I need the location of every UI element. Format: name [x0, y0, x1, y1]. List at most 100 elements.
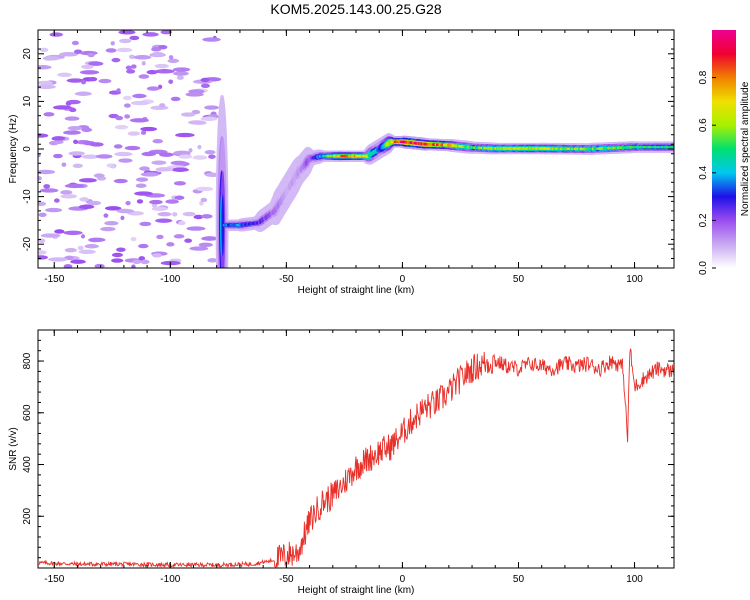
spectrogram-xtick-label: 50: [513, 274, 525, 285]
heatmap-cell: [38, 250, 47, 255]
heatmap-cell: [38, 133, 49, 138]
heatmap-cell: [71, 40, 80, 46]
heatmap-cell: [105, 48, 117, 53]
colorbar: 0.0 0.2 0.4 0.6 0.8 Normalized spectral ampl…: [698, 30, 750, 275]
snr-ylabel: SNR (v/v): [8, 427, 19, 470]
heatmap-cell: [98, 78, 112, 84]
heatmap-cell: [100, 226, 116, 232]
heatmap-cell: [154, 69, 175, 74]
heatmap-cell: [129, 35, 140, 41]
spectrogram-xtick-label: 0: [400, 274, 406, 285]
heatmap-cell: [77, 245, 84, 251]
snr-line: [38, 348, 674, 568]
snr-series: [38, 348, 674, 568]
heatmap-cell: [116, 247, 126, 252]
heatmap-cell: [156, 234, 164, 240]
heatmap-cell: [157, 211, 172, 217]
heatmap-cell: [51, 136, 66, 141]
heatmap-cell: [81, 154, 99, 159]
heatmap-cell: [151, 206, 168, 212]
heatmap-cell: [93, 173, 105, 178]
colorbar-tick-label: 0.6: [698, 118, 709, 132]
heatmap-cell: [174, 195, 185, 200]
heatmap-cell: [42, 56, 61, 61]
heatmap-cell: [134, 191, 153, 196]
heatmap-cell: [166, 242, 175, 247]
heatmap-cell: [152, 253, 162, 258]
snr-ytick-label: 600: [22, 404, 33, 421]
heatmap-cell: [199, 201, 204, 206]
heatmap-cell: [172, 71, 189, 76]
heatmap-cell: [141, 61, 146, 66]
heatmap-cell: [182, 211, 196, 217]
heatmap-cell: [170, 96, 181, 102]
heatmap-cell: [154, 63, 169, 69]
heatmap-cell: [38, 169, 56, 175]
heatmap-cell: [140, 259, 150, 265]
heatmap-cell: [81, 79, 87, 85]
heatmap-cell: [188, 148, 193, 153]
heatmap-cell: [79, 70, 100, 75]
heatmap-cell: [39, 47, 49, 53]
heatmap-cell: [180, 112, 196, 117]
snr-xlabel: Height of straight line (km): [298, 585, 415, 596]
heatmap-cell: [73, 139, 78, 145]
heatmap-cell: [64, 116, 80, 121]
heatmap-cell: [60, 194, 78, 199]
heatmap-cell: [95, 154, 113, 159]
heatmap-cell: [204, 105, 220, 110]
heatmap-cell: [84, 244, 99, 249]
heatmap-cell: [63, 264, 73, 268]
heatmap-cell: [139, 166, 150, 171]
spectrogram-ytick-label: 10: [22, 95, 33, 107]
heatmap-cell: [128, 54, 135, 60]
heatmap-cell: [54, 198, 60, 203]
heatmap-cell: [195, 186, 214, 192]
heatmap-cell: [198, 242, 213, 247]
snr-xtick-label: 0: [400, 574, 406, 585]
heatmap-cell: [138, 74, 150, 79]
spectrogram-xlabel: Height of straight line (km): [298, 285, 415, 296]
heatmap-cell: [64, 247, 77, 253]
heatmap-cell: [136, 177, 149, 182]
heatmap-cell: [110, 41, 115, 46]
colorbar-label: Normalized spectral amplitude: [740, 81, 750, 216]
heatmap-cell: [59, 52, 79, 57]
heatmap-cell: [141, 151, 157, 157]
heatmap-cell: [171, 167, 189, 172]
heatmap-cells: [38, 30, 674, 268]
snr-ytick-label: 400: [22, 456, 33, 473]
spectrogram-ytick-label: -20: [22, 237, 33, 252]
heatmap-cell: [126, 69, 136, 74]
heatmap-cell: [38, 84, 56, 90]
heatmap-cell: [67, 125, 83, 131]
colorbar-tick-label: 0.4: [698, 165, 709, 179]
heatmap-cell: [111, 252, 123, 258]
heatmap-cell: [103, 213, 109, 218]
heatmap-cell: [119, 38, 132, 44]
heatmap-cell: [155, 218, 173, 223]
heatmap-cell: [193, 214, 204, 220]
heatmap-cell: [173, 150, 191, 155]
heatmap-cell: [140, 126, 158, 132]
heatmap-cell: [87, 200, 102, 206]
heatmap-cell: [151, 160, 167, 165]
heatmap-cell: [127, 131, 141, 136]
snr-xtick-label: -100: [160, 574, 180, 585]
spectrogram-xtick-label: 100: [626, 274, 643, 285]
heatmap-cell: [114, 124, 129, 130]
heatmap-cell: [68, 151, 85, 156]
heatmap-cell: [192, 155, 208, 160]
heatmap-cell: [116, 88, 121, 93]
heatmap-cell: [178, 220, 186, 226]
heatmap-cell: [146, 70, 158, 75]
colorbar-tick-label: 0.2: [698, 213, 709, 227]
heatmap-cell: [167, 58, 180, 64]
heatmap-cell: [54, 139, 64, 145]
colorbar-tick-label: 0.8: [698, 70, 709, 84]
heatmap-cell: [74, 91, 92, 96]
heatmap-cell: [111, 164, 116, 169]
heatmap-cell: [122, 95, 132, 101]
heatmap-cell: [114, 151, 133, 157]
